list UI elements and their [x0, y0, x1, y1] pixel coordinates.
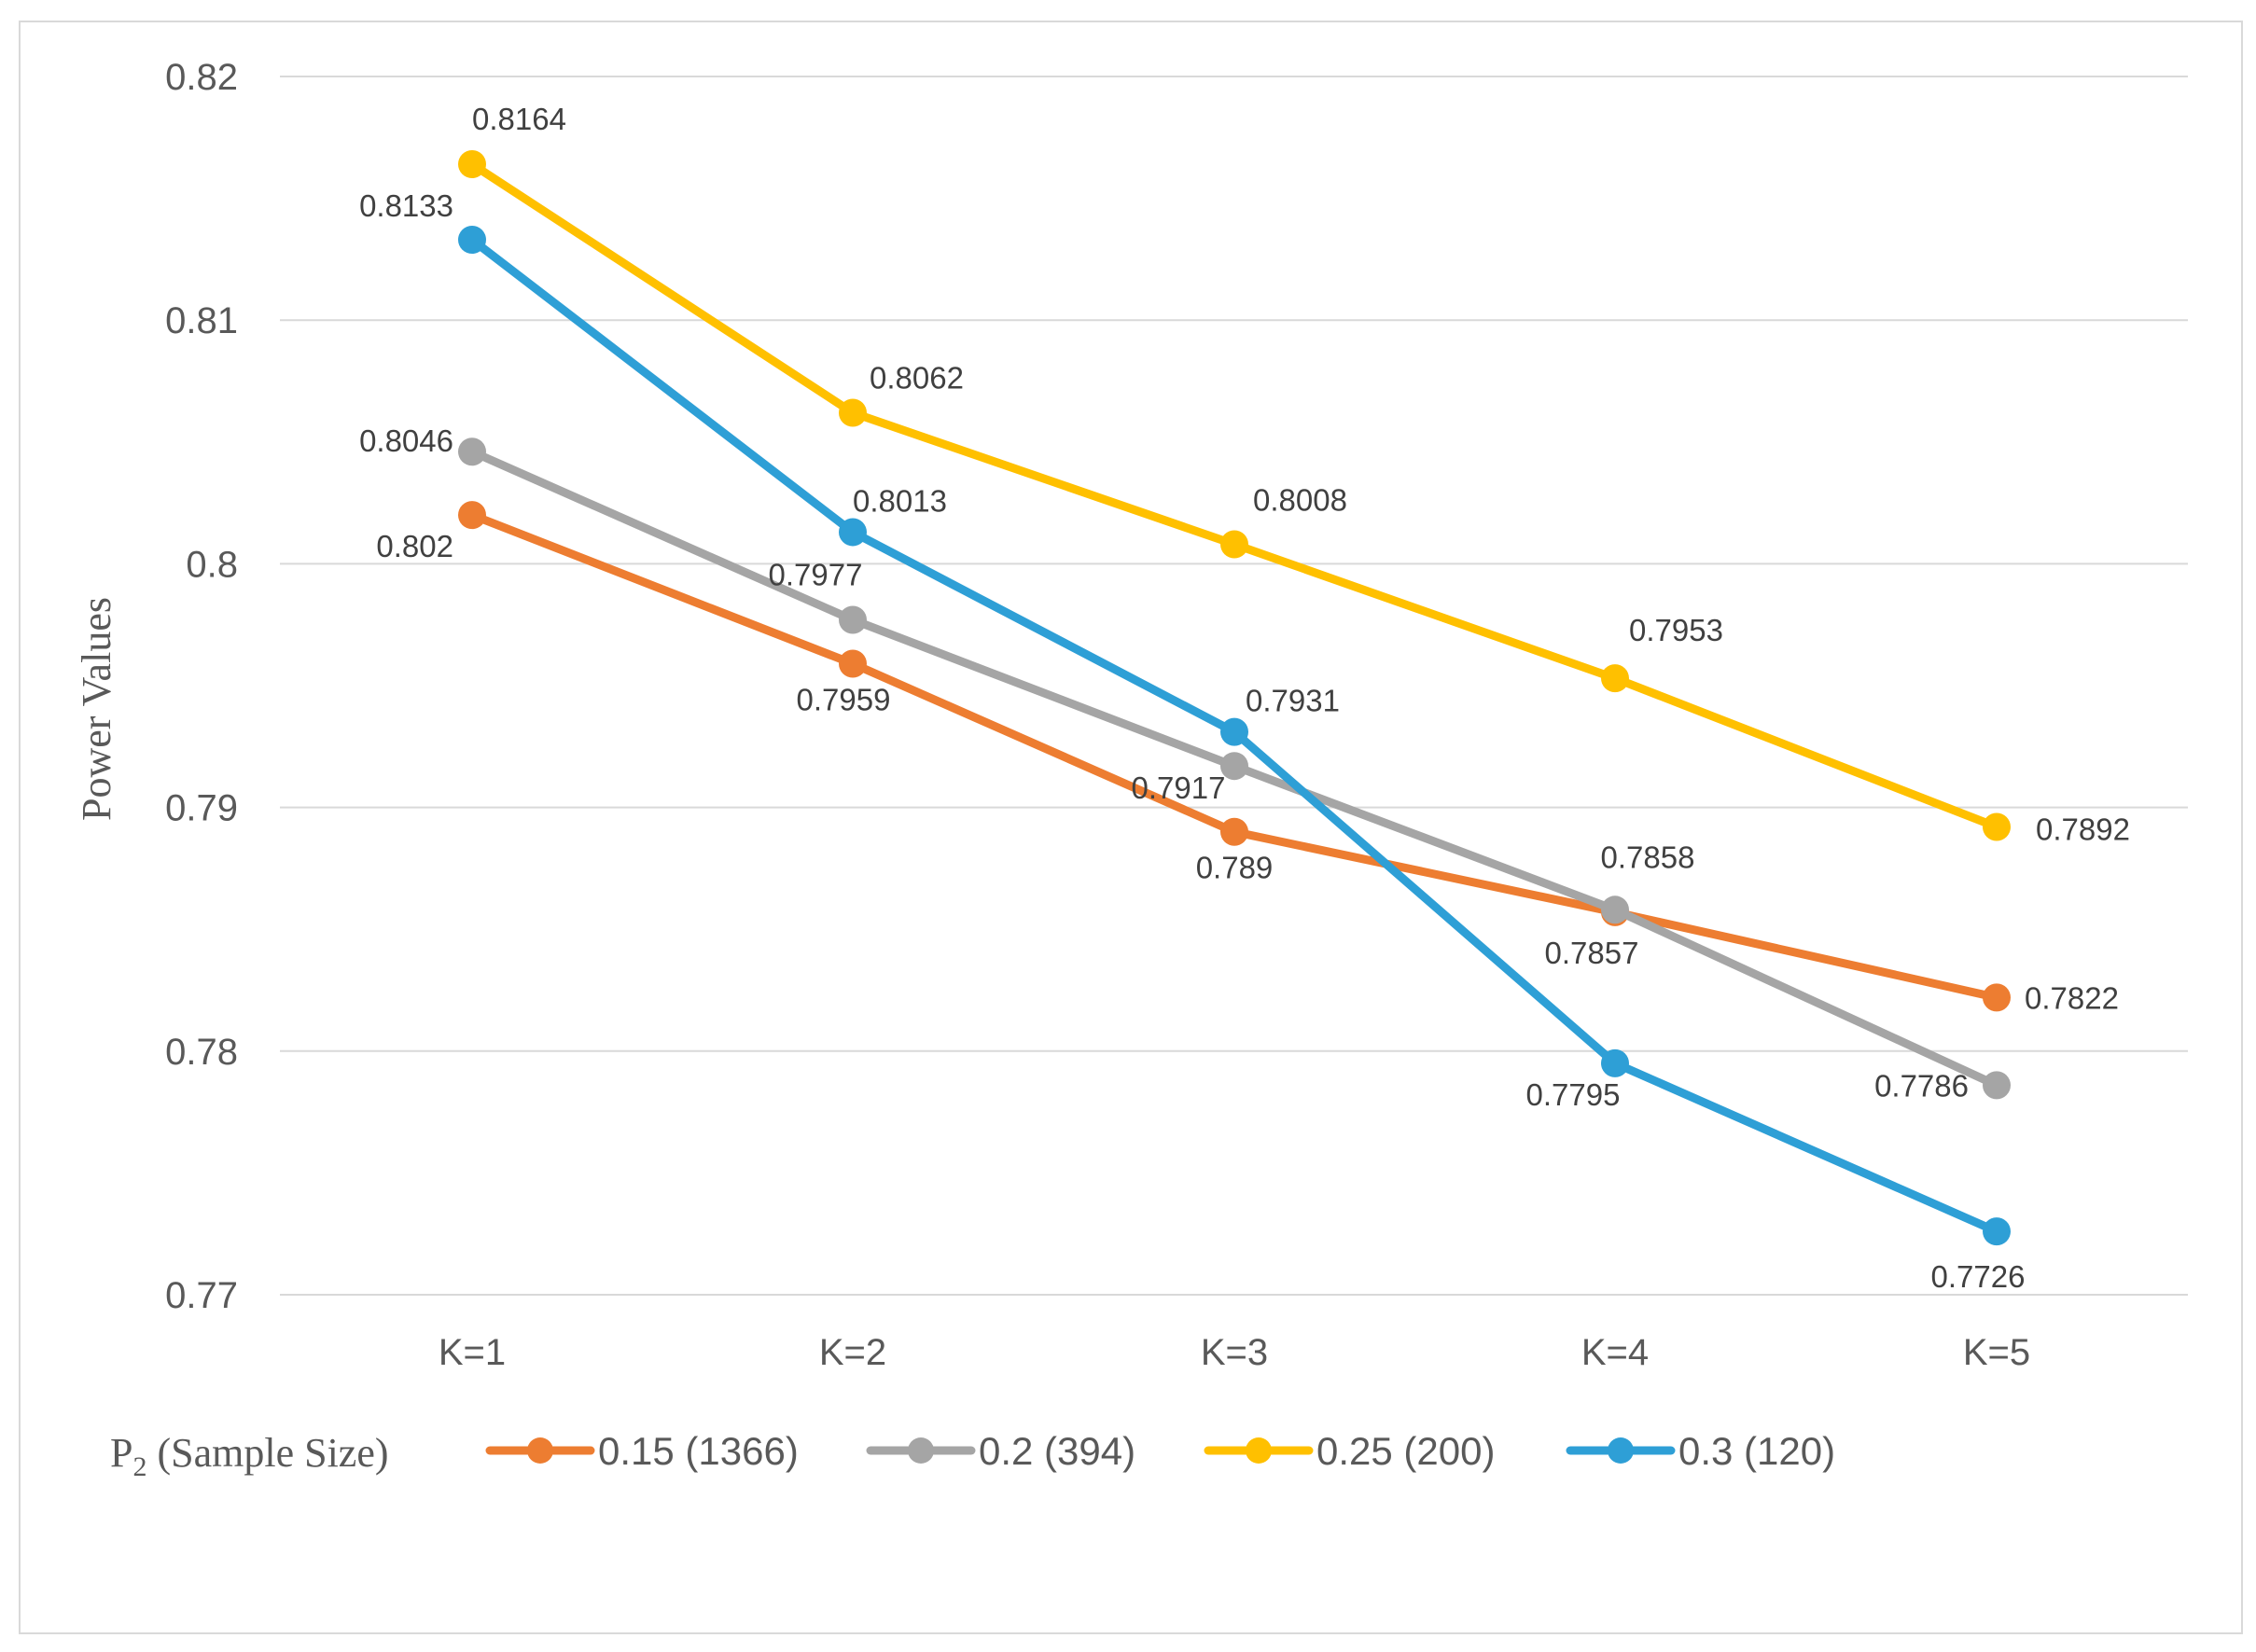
data-point: [1220, 530, 1248, 559]
y-tick-label: 0.77: [165, 1275, 238, 1316]
data-label: 0.7917: [1132, 770, 1226, 805]
x-tick-label: K=5: [1963, 1332, 2030, 1373]
y-axis-title: Power Values: [74, 597, 119, 821]
data-point: [1601, 895, 1629, 924]
data-point: [1983, 983, 2011, 1012]
series-1: [458, 437, 2011, 1100]
data-label: 0.7959: [797, 682, 891, 716]
data-label: 0.7857: [1545, 936, 1639, 970]
legend-marker: [908, 1437, 934, 1464]
data-point: [458, 437, 486, 466]
data-label: 0.8062: [870, 360, 964, 395]
data-label: 0.7931: [1246, 684, 1340, 718]
legend-item: 0.25 (200): [1204, 1429, 1495, 1473]
data-point: [1601, 1048, 1629, 1077]
data-labels: 0.802 0.7959 0.789 0.7857 0.7822 0.8046 0.7977…: [359, 102, 2130, 1294]
legend-title-subscript: 2: [132, 1451, 146, 1482]
data-label: 0.802: [376, 529, 453, 563]
legend-label: 0.3 (120): [1678, 1429, 1835, 1473]
legend-item: 0.3 (120): [1566, 1429, 1835, 1473]
data-label: 0.8013: [853, 483, 947, 518]
data-point: [839, 518, 867, 547]
legend-marker: [1608, 1437, 1634, 1464]
data-label: 0.7858: [1601, 840, 1695, 874]
data-point: [1983, 1071, 2011, 1100]
y-tick-label: 0.79: [165, 788, 238, 829]
data-point: [1220, 752, 1248, 781]
data-point: [1601, 664, 1629, 693]
legend-item: 0.2 (394): [866, 1429, 1135, 1473]
series-lines: [458, 150, 2011, 1246]
x-tick-label: K=1: [439, 1332, 506, 1373]
data-label: 0.8164: [472, 102, 566, 136]
data-point: [1220, 717, 1248, 746]
y-tick-label: 0.82: [165, 57, 238, 98]
x-tick-label: K=3: [1201, 1332, 1268, 1373]
data-point: [458, 150, 486, 179]
legend-label: 0.15 (1366): [598, 1429, 799, 1473]
y-axis-ticks: 0.77 0.78 0.79 0.8 0.81 0.82: [165, 57, 238, 1316]
gridlines: [280, 76, 2188, 1296]
data-label: 0.789: [1196, 851, 1274, 885]
legend-label: 0.2 (394): [979, 1429, 1135, 1473]
legend-marker: [1246, 1437, 1272, 1464]
data-point: [1983, 1217, 2011, 1246]
legend-title: P2 (Sample Size): [110, 1430, 389, 1482]
data-label: 0.7786: [1874, 1068, 1969, 1103]
data-label: 0.8008: [1253, 483, 1347, 518]
y-tick-label: 0.78: [165, 1032, 238, 1073]
data-label: 0.8046: [359, 423, 453, 458]
data-label: 0.7795: [1526, 1077, 1621, 1112]
data-point: [458, 226, 486, 255]
legend-marker: [527, 1437, 553, 1464]
data-point: [1983, 812, 2011, 841]
x-tick-label: K=4: [1581, 1332, 1649, 1373]
data-label: 0.7953: [1629, 613, 1723, 647]
data-label: 0.7892: [2036, 812, 2130, 846]
legend: P2 (Sample Size) 0.15 (1366) 0.2 (394) 0.2…: [110, 1429, 1835, 1482]
x-tick-label: K=2: [819, 1332, 886, 1373]
series-3: [458, 226, 2011, 1246]
legend-item: 0.15 (1366): [485, 1429, 799, 1473]
legend-title-rest: (Sample Size): [146, 1430, 388, 1476]
x-axis-ticks: K=1 K=2 K=3 K=4 K=5: [439, 1332, 2030, 1373]
data-label: 0.7726: [1931, 1259, 2026, 1294]
data-point: [839, 398, 867, 427]
chart-frame: [19, 21, 2243, 1634]
legend-title-main: P: [110, 1430, 132, 1476]
series-2: [458, 150, 2011, 841]
y-tick-label: 0.8: [186, 544, 238, 585]
data-point: [1220, 817, 1248, 846]
data-label: 0.7822: [2025, 980, 2119, 1015]
y-tick-label: 0.81: [165, 300, 238, 341]
data-point: [839, 605, 867, 634]
data-label: 0.8133: [359, 188, 453, 223]
legend-label: 0.25 (200): [1316, 1429, 1495, 1473]
data-point: [839, 649, 867, 678]
data-label: 0.7977: [769, 557, 863, 591]
data-point: [458, 501, 486, 530]
